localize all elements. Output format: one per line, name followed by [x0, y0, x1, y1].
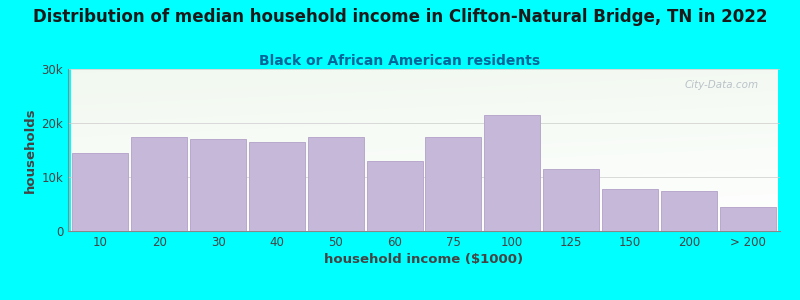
Bar: [308, 136, 364, 231]
Bar: [190, 139, 246, 231]
Bar: [249, 142, 305, 231]
Bar: [602, 189, 658, 231]
Y-axis label: households: households: [24, 107, 38, 193]
Bar: [661, 190, 717, 231]
Bar: [366, 161, 422, 231]
X-axis label: household income ($1000): household income ($1000): [325, 253, 523, 266]
Text: City-Data.com: City-Data.com: [685, 80, 758, 90]
Bar: [720, 207, 775, 231]
Text: Distribution of median household income in Clifton-Natural Bridge, TN in 2022: Distribution of median household income …: [33, 8, 767, 26]
Bar: [73, 153, 128, 231]
Bar: [543, 169, 599, 231]
Bar: [484, 115, 540, 231]
Bar: [131, 136, 187, 231]
Text: Black or African American residents: Black or African American residents: [259, 54, 541, 68]
Bar: [426, 136, 482, 231]
